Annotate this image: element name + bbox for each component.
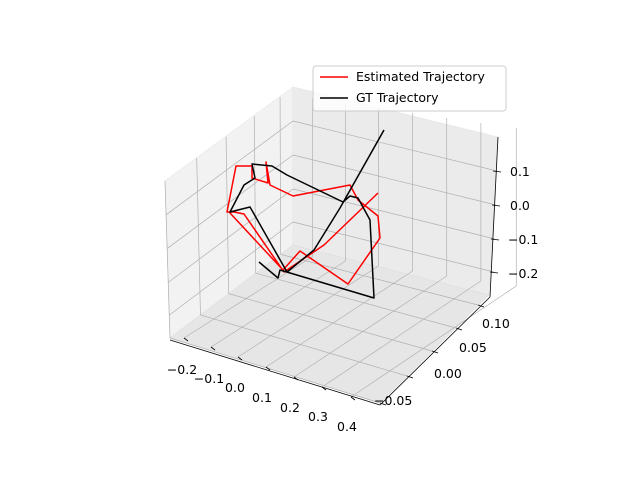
z-gridline-right-wall xyxy=(292,120,498,172)
z-gridline-left-wall xyxy=(168,188,294,283)
y-tick-mark xyxy=(431,350,439,354)
y-gridline-floor xyxy=(280,254,479,306)
x-tick-mark xyxy=(183,337,189,342)
z-tick-mark xyxy=(490,238,500,241)
x-tick-label: −0.1 xyxy=(194,371,224,386)
z-tick-label: 0.1 xyxy=(510,164,530,179)
y-tick-label: 0.10 xyxy=(482,316,510,331)
z-tick-mark xyxy=(489,271,499,274)
x-tick-label: 0.3 xyxy=(308,409,328,424)
x-tick-mark xyxy=(237,356,243,361)
y-gridline-wall xyxy=(164,180,171,339)
tick-marks xyxy=(183,170,502,406)
z-gridline-left-wall xyxy=(165,120,294,216)
legend-frame xyxy=(312,65,507,112)
y-gridline-wall xyxy=(253,116,257,274)
y-gridline-floor xyxy=(228,293,433,352)
x-gridline-floor xyxy=(350,285,517,398)
y-gridline-wall xyxy=(196,157,201,315)
z-gridline-left-wall xyxy=(169,221,294,316)
x-tick-label: 0.1 xyxy=(252,390,272,405)
y-tick-label: 0.05 xyxy=(459,340,487,355)
series-line-gt-trajectory xyxy=(229,129,385,299)
z-gridline-right-wall xyxy=(292,154,497,206)
z-gridline-right-wall xyxy=(292,188,496,240)
legend: Estimated Trajectory GT Trajectory xyxy=(312,65,507,112)
z-tick-label: −0.2 xyxy=(508,266,538,281)
grid-lines xyxy=(164,97,517,404)
x-gridline-floor xyxy=(210,260,346,348)
y-tick-label: −0.05 xyxy=(374,393,412,408)
y-gridline-floor xyxy=(200,314,408,377)
x-tick-label: 0.0 xyxy=(225,380,245,395)
z-tick-label: 0.0 xyxy=(510,198,530,213)
axes-lines xyxy=(169,136,499,406)
z-tick-label: −0.1 xyxy=(508,232,538,247)
z-gridline-left-wall xyxy=(166,154,294,249)
z-axis-line xyxy=(489,136,499,298)
legend-label-gt: GT Trajectory xyxy=(356,90,439,105)
y-tick-mark xyxy=(406,375,414,379)
z-tick-mark xyxy=(491,204,501,207)
x-gridline-floor xyxy=(265,270,413,368)
y-tick-mark xyxy=(379,402,387,406)
x-gridline-floor xyxy=(183,256,313,339)
x-tick-mark xyxy=(265,366,271,371)
z-tick-mark xyxy=(492,170,502,173)
x-tick-mark xyxy=(293,376,299,381)
legend-label-estimated: Estimated Trajectory xyxy=(356,69,485,84)
y-gridline-wall xyxy=(225,136,230,294)
x-tick-label: 0.4 xyxy=(337,419,357,434)
y-tick-label: 0.00 xyxy=(434,366,462,381)
x-tick-label: −0.2 xyxy=(167,362,197,377)
x-tick-label: 0.2 xyxy=(280,400,300,415)
series-line-estimated-trajectory xyxy=(226,161,381,285)
y-gridline-wall xyxy=(279,97,281,255)
y-tick-mark xyxy=(455,327,463,331)
y-tick-mark xyxy=(477,304,485,308)
x-tick-mark xyxy=(321,386,327,391)
x-tick-mark xyxy=(210,346,216,351)
y-axis-line xyxy=(379,296,491,406)
x-gridline-floor xyxy=(293,275,447,378)
x-tick-mark xyxy=(350,396,356,401)
y-gridline-floor xyxy=(169,337,381,404)
x-axis-line xyxy=(169,339,381,406)
x-gridline-floor xyxy=(237,265,379,358)
y-gridline-floor xyxy=(255,272,457,329)
